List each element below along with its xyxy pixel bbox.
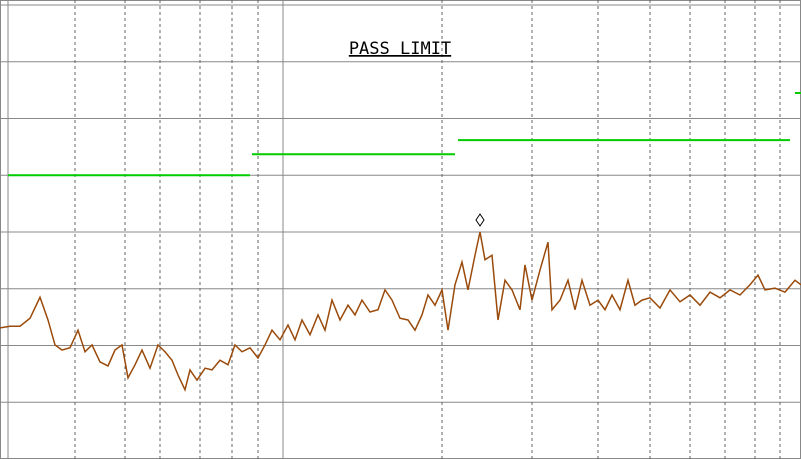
chart-title: PASS LIMIT <box>349 39 451 59</box>
series-line <box>8 91 801 177</box>
marker <box>475 213 485 227</box>
series-line <box>0 231 801 392</box>
